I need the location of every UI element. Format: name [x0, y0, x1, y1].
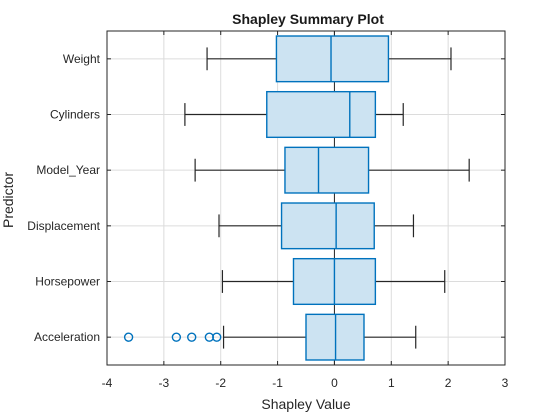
y-tick-label: Horsepower: [35, 275, 100, 289]
y-tick-label: Model_Year: [36, 163, 100, 177]
y-tick-label: Cylinders: [50, 108, 100, 122]
iqr-box: [275, 35, 390, 83]
iqr-box: [266, 90, 377, 139]
x-tick-label: 2: [445, 376, 452, 390]
box-plot-cylinders: [184, 90, 404, 139]
plot-frame: [106, 30, 506, 366]
chart-title: Shapley Summary Plot: [232, 11, 384, 27]
outlier-point: [123, 332, 134, 342]
box-plot-displacement: [218, 202, 415, 250]
box-plot-model-year: [194, 146, 470, 194]
iqr-box: [280, 202, 375, 250]
x-tick-label: -4: [102, 376, 113, 390]
box-plot-horsepower: [221, 257, 446, 306]
x-tick-label: -2: [215, 376, 226, 390]
x-tick-label: -1: [272, 376, 283, 390]
x-axis-label: Shapley Value: [261, 396, 350, 412]
box-plot-weight: [206, 35, 452, 83]
iqr-box: [284, 146, 370, 194]
x-tick-label: 3: [502, 376, 509, 390]
axes: -4 -3 -2 -1 0 1 2 3 Weight Cylinders Model_Year Dis…: [27, 31, 509, 390]
x-tick-label: -3: [159, 376, 170, 390]
x-tick-label: 1: [388, 376, 395, 390]
x-tick-label: 0: [331, 376, 338, 390]
y-tick-label: Displacement: [27, 219, 100, 233]
y-tick-label: Weight: [63, 52, 101, 66]
outlier-point: [187, 332, 197, 342]
box-plot-acceleration: [123, 313, 417, 361]
y-axis-label: Predictor: [0, 172, 16, 228]
outlier-point: [171, 332, 182, 342]
outlier-point: [212, 332, 222, 342]
y-tick-label: Acceleration: [34, 330, 100, 344]
box-plots: [123, 35, 470, 361]
